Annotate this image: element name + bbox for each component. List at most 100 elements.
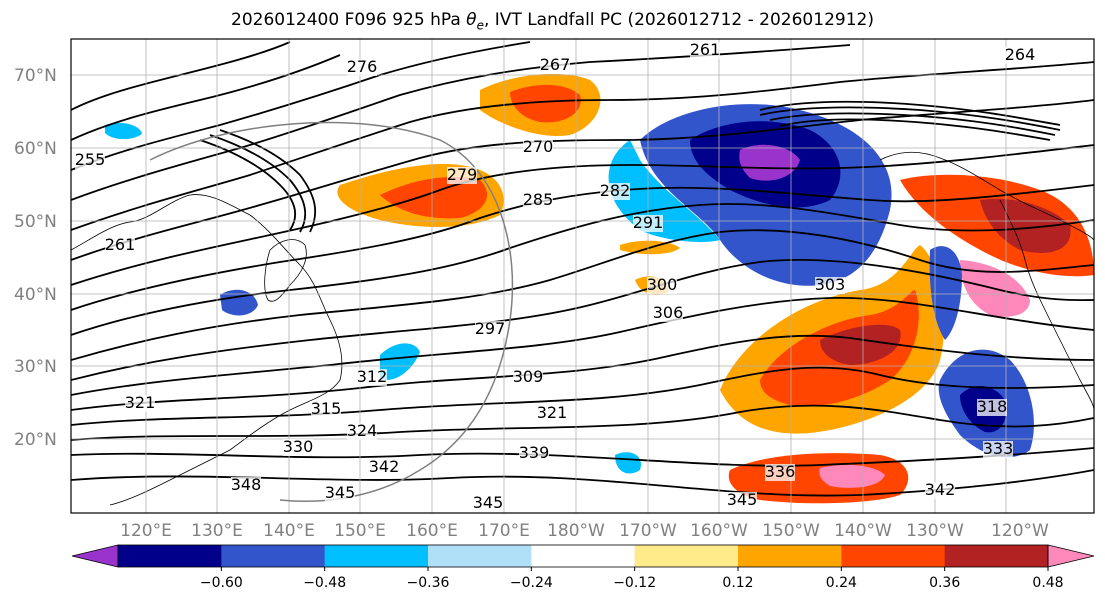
lon-label: 120°E [120,521,172,541]
contour-label-bg [519,445,549,462]
colorbar-tick-label: −0.12 [613,575,656,591]
contour-label: 342 [925,480,956,499]
contour-line [219,129,317,233]
contour-label-bg [357,369,387,386]
contour-label-bg [283,439,313,456]
lon-label: 160°E [406,521,458,541]
colorbar-segment [221,545,326,567]
shade-negative-bc [929,246,962,340]
title-theta: θ [466,10,477,30]
lon-label: 140°E [263,521,315,541]
contour-label-bg [447,167,477,184]
contour-label-bg [765,464,795,481]
contour-label: 348 [231,475,262,494]
lon-label: 130°E [191,521,243,541]
contour-label: 345 [473,493,504,512]
contour-label: 282 [600,181,631,200]
contour-label-bg [105,237,135,254]
coastline-japan [264,239,307,302]
shade-negative-west4 [615,452,641,474]
contour-label-bg [347,423,377,440]
contour-line [71,258,1094,381]
lon-label: 120°W [991,521,1049,541]
contour-line [759,106,1061,131]
contour-line [199,139,297,231]
contour-line [71,184,1094,311]
colorbar-tick-label: 0.12 [722,575,753,591]
coastline-alaska [879,151,1094,241]
contour-label: 264 [1005,45,1036,64]
contour-label-bg [231,477,261,494]
contour-label: 333 [983,439,1014,458]
lat-label-20: 20°N [14,430,57,450]
contour-line [779,118,1051,141]
colorbar-tick-label: 0.24 [826,575,857,591]
contour-label: 261 [690,40,721,59]
contour-label-bg [347,59,377,76]
contour-label-bg [600,183,630,200]
contour-label: 342 [369,457,400,476]
lon-label: 130°W [906,521,964,541]
contour-label-bg [540,57,570,74]
contour-label-bg [815,277,845,294]
map-title: 2026012400 F096 925 hPa θe, IVT Landfall… [0,10,1105,32]
colorbar-segments [71,544,1095,568]
shade-negative-alaska-peak [739,144,800,181]
colorbar-segment [428,545,532,567]
lon-label: 180°W [547,521,605,541]
contour-label-bg [925,482,955,499]
coastline-layer [71,151,1094,506]
colorbar: −0.60 −0.48 −0.36 −0.24 −0.12 0.12 0.24 0.36 0.4… [71,544,1095,591]
lat-axis: 70°N 60°N 50°N 40°N 30°N 20°N [14,66,57,450]
contour-label: 315 [311,399,342,418]
contour-label-bg [311,401,341,418]
contour-line [71,297,1094,396]
lat-label-40: 40°N [14,285,57,305]
contour-label: 285 [523,190,554,209]
colorbar-frame [117,544,1049,568]
coastline-namerica [999,199,1094,411]
contour-label: 318 [977,397,1008,416]
lon-label: 150°W [762,521,820,541]
contour-label: 303 [815,275,846,294]
colorbar-segment [634,545,739,567]
colorbar-segment [118,545,222,567]
contour-label: 312 [357,367,388,386]
lon-label: 150°E [334,521,386,541]
colorbar-extend-low [71,544,119,568]
shade-positive-westcoast-core [980,198,1071,253]
shade-positive-south-peak [819,464,885,488]
colorbar-segment [944,545,1049,567]
shade-positive-bering-core [510,84,581,123]
contour-label: 321 [125,393,156,412]
contour-label: 267 [540,55,571,74]
contour-label-bg [633,215,663,232]
contour-label: 330 [283,437,314,456]
contour-labels: 255 261 261 264 267 270 276 279 282 285 291 297 300 3… [75,40,1036,512]
contour-label: 345 [325,483,356,502]
lon-label: 140°W [834,521,892,541]
contour-label: 276 [347,57,378,76]
contour-label-bg [523,192,553,209]
contour-label-bg [75,152,105,169]
lat-label-70: 70°N [14,66,57,86]
contour-label-bg [647,277,677,294]
contour-line [759,100,1061,126]
contour-label-bg [475,321,505,338]
shade-positive-okhotsk-core [380,176,488,219]
contour-label: 279 [447,165,478,184]
map-frame [70,38,1095,514]
contour-line [71,41,531,171]
contour-label-bg [727,492,757,509]
colorbar-segment [324,545,429,567]
lat-label-30: 30°N [14,357,57,377]
contour-label-bg [1005,47,1035,64]
contour-line [209,134,307,233]
contour-label: 291 [633,213,664,232]
contour-label: 297 [475,319,506,338]
colorbar-tick-label: 0.48 [1032,575,1063,591]
contour-label: 324 [347,421,378,440]
contour-line [71,54,341,141]
colorbar-ticks: −0.60 −0.48 −0.36 −0.24 −0.12 0.12 0.24 0.36 0.4… [200,567,1064,591]
contour-label-bg [325,485,355,502]
